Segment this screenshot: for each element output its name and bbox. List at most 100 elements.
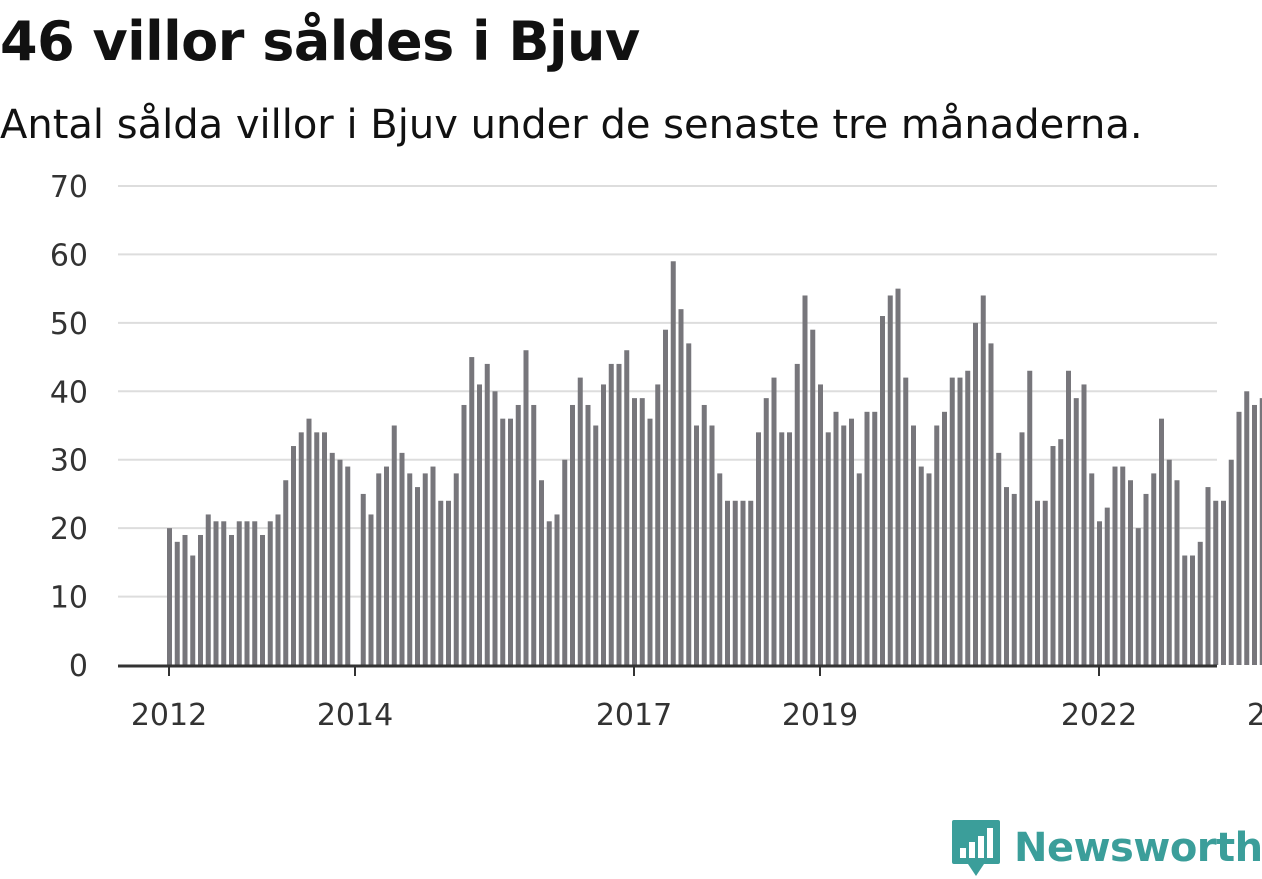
y-tick-label: 40 bbox=[50, 375, 88, 410]
x-tick-label: 2014 bbox=[317, 698, 393, 733]
bar bbox=[973, 322, 978, 665]
bar bbox=[1174, 480, 1180, 665]
bar bbox=[725, 500, 730, 665]
bar bbox=[1089, 473, 1095, 665]
bar bbox=[942, 411, 947, 665]
y-tick-label: 0 bbox=[69, 649, 88, 684]
x-tick-label: 2022 bbox=[1061, 698, 1137, 733]
bar bbox=[717, 473, 723, 665]
x-tick-label: 2019 bbox=[782, 698, 858, 733]
bar bbox=[1058, 439, 1064, 665]
y-axis-ticks: 0 10 20 30 40 50 60 70 bbox=[50, 170, 88, 684]
bar bbox=[779, 432, 785, 665]
bar bbox=[322, 432, 327, 665]
bar bbox=[221, 521, 227, 665]
bar bbox=[1151, 473, 1157, 665]
bar bbox=[1120, 466, 1126, 665]
bar bbox=[267, 521, 273, 665]
brand-name: Newsworthy bbox=[1014, 825, 1262, 871]
bar bbox=[1128, 480, 1133, 665]
bar bbox=[399, 452, 405, 665]
bar bbox=[670, 261, 676, 665]
bar bbox=[1159, 418, 1164, 665]
bar bbox=[453, 473, 459, 665]
bar bbox=[624, 350, 630, 665]
bar bbox=[787, 432, 792, 665]
bar bbox=[562, 459, 568, 665]
bar bbox=[1259, 398, 1262, 665]
bar bbox=[903, 377, 909, 665]
bar bbox=[833, 411, 839, 665]
bar bbox=[461, 404, 467, 665]
y-tick-label: 50 bbox=[50, 307, 88, 342]
bar bbox=[585, 404, 591, 665]
bar bbox=[368, 514, 374, 665]
bar bbox=[709, 425, 715, 665]
bar bbox=[484, 363, 490, 665]
bar bbox=[1073, 398, 1079, 665]
bar bbox=[500, 418, 506, 665]
bar bbox=[174, 541, 180, 665]
bar bbox=[384, 466, 389, 665]
bar bbox=[996, 452, 1002, 665]
bar bbox=[686, 343, 692, 665]
bar bbox=[934, 425, 940, 665]
x-tick-label: 2024 bbox=[1247, 698, 1262, 733]
bar bbox=[663, 329, 668, 665]
bar bbox=[949, 377, 955, 665]
bar bbox=[988, 343, 994, 665]
bar bbox=[198, 534, 203, 665]
y-tick-label: 30 bbox=[50, 444, 88, 479]
bar bbox=[1213, 500, 1219, 665]
bar bbox=[1097, 521, 1102, 665]
bar bbox=[508, 418, 513, 665]
bar bbox=[1143, 493, 1149, 665]
y-tick-label: 20 bbox=[50, 512, 88, 547]
x-axis-ticks: 2012 2014 2017 2019 2022 2024 bbox=[131, 665, 1262, 733]
y-tick-label: 70 bbox=[50, 170, 88, 205]
bar bbox=[1050, 446, 1056, 665]
bar bbox=[810, 329, 816, 665]
bar bbox=[1066, 370, 1071, 665]
bar bbox=[376, 473, 382, 665]
bar bbox=[1019, 432, 1025, 665]
bar bbox=[647, 418, 653, 665]
bar bbox=[337, 459, 343, 665]
bar bbox=[1011, 493, 1017, 665]
bar bbox=[469, 357, 475, 665]
bar bbox=[345, 466, 351, 665]
bar bbox=[748, 500, 754, 665]
bar bbox=[632, 398, 637, 665]
bar bbox=[430, 466, 436, 665]
bar bbox=[957, 377, 963, 665]
bar bbox=[422, 473, 428, 665]
x-tick-label: 2012 bbox=[131, 698, 207, 733]
bar bbox=[205, 514, 211, 665]
bar bbox=[1035, 500, 1040, 665]
bar bbox=[314, 432, 320, 665]
bars bbox=[167, 261, 1262, 665]
bar bbox=[895, 288, 901, 665]
x-tick-label: 2017 bbox=[596, 698, 672, 733]
bar bbox=[415, 487, 420, 665]
bar bbox=[1042, 500, 1048, 665]
bar bbox=[492, 391, 498, 665]
bar bbox=[1166, 459, 1172, 665]
newsworthy-logo: Newsworthy bbox=[950, 818, 1262, 878]
bar bbox=[577, 377, 583, 665]
bar bbox=[1244, 391, 1250, 665]
chart-title: 46 villor såldes i Bjuv bbox=[0, 10, 640, 73]
bar bbox=[515, 404, 521, 665]
bar bbox=[608, 363, 614, 665]
bar bbox=[887, 295, 893, 665]
bar bbox=[639, 398, 645, 665]
bar bbox=[523, 350, 529, 665]
bar bbox=[694, 425, 699, 665]
bar bbox=[818, 384, 823, 665]
bar bbox=[1190, 555, 1195, 665]
bar bbox=[1112, 466, 1118, 665]
bar bbox=[1027, 370, 1033, 665]
bar bbox=[446, 500, 451, 665]
y-tick-label: 60 bbox=[50, 238, 88, 273]
bar bbox=[229, 534, 234, 665]
